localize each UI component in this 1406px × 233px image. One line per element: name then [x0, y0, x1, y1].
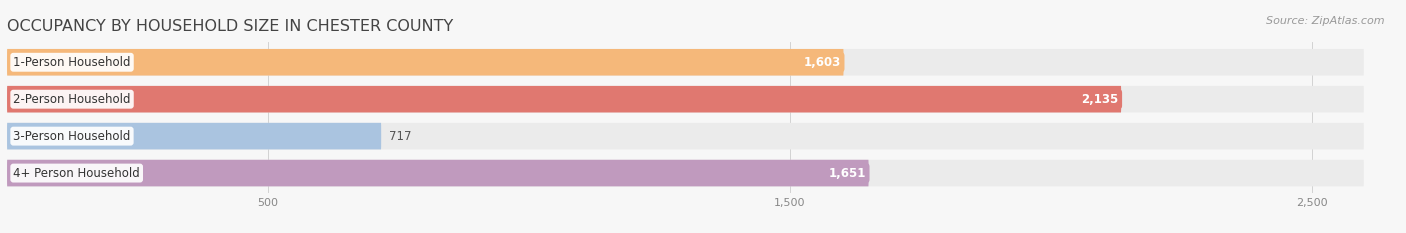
- Text: 3-Person Household: 3-Person Household: [13, 130, 131, 143]
- Text: 2-Person Household: 2-Person Household: [13, 93, 131, 106]
- Text: 2,135: 2,135: [1081, 93, 1119, 106]
- Text: 717: 717: [389, 130, 412, 143]
- FancyBboxPatch shape: [7, 160, 869, 186]
- Text: 4+ Person Household: 4+ Person Household: [13, 167, 141, 180]
- FancyBboxPatch shape: [7, 86, 1121, 113]
- FancyBboxPatch shape: [7, 123, 1364, 149]
- FancyBboxPatch shape: [7, 123, 381, 149]
- Text: 1-Person Household: 1-Person Household: [13, 56, 131, 69]
- Text: Source: ZipAtlas.com: Source: ZipAtlas.com: [1267, 16, 1385, 26]
- Text: 1,603: 1,603: [804, 56, 841, 69]
- Text: OCCUPANCY BY HOUSEHOLD SIZE IN CHESTER COUNTY: OCCUPANCY BY HOUSEHOLD SIZE IN CHESTER C…: [7, 19, 453, 34]
- FancyBboxPatch shape: [7, 86, 1364, 113]
- FancyBboxPatch shape: [7, 49, 1364, 75]
- FancyBboxPatch shape: [7, 160, 1364, 186]
- FancyBboxPatch shape: [7, 49, 844, 75]
- Text: 1,651: 1,651: [828, 167, 866, 180]
